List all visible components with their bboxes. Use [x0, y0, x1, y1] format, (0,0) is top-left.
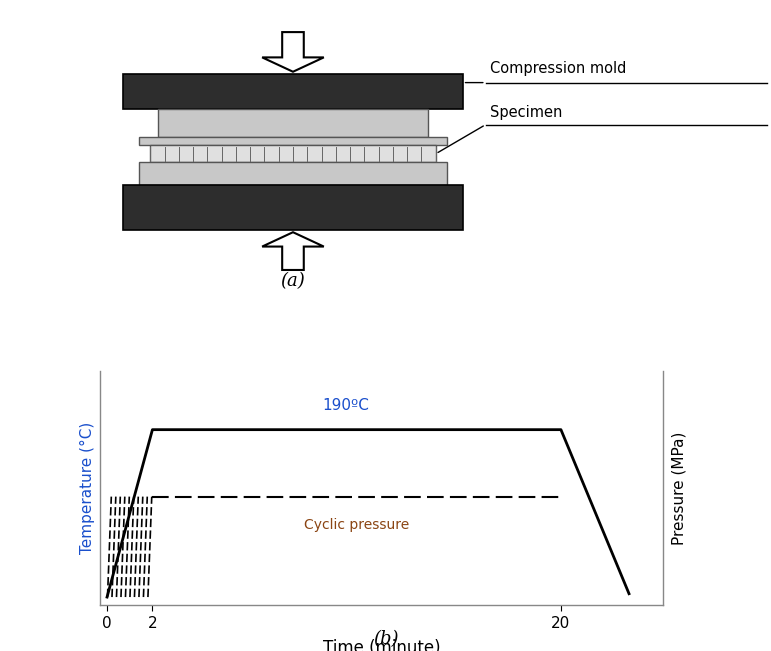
Text: Cyclic pressure: Cyclic pressure [304, 518, 409, 533]
Bar [123, 185, 463, 230]
Bar [158, 109, 428, 137]
Polygon shape [262, 232, 324, 270]
Bar [123, 74, 463, 109]
Y-axis label: Pressure (MPa): Pressure (MPa) [672, 432, 686, 545]
Text: Compression mold: Compression mold [490, 61, 626, 76]
X-axis label: Time (minute): Time (minute) [323, 639, 440, 651]
Text: 190ºC: 190ºC [322, 398, 369, 413]
Bar [150, 145, 436, 162]
Y-axis label: Temperature (°C): Temperature (°C) [79, 422, 95, 555]
Polygon shape [262, 32, 324, 72]
Text: (a): (a) [281, 272, 305, 290]
Bar [139, 137, 447, 145]
Bar [139, 162, 447, 185]
Text: (b): (b) [372, 630, 399, 648]
Text: Specimen: Specimen [490, 105, 562, 120]
